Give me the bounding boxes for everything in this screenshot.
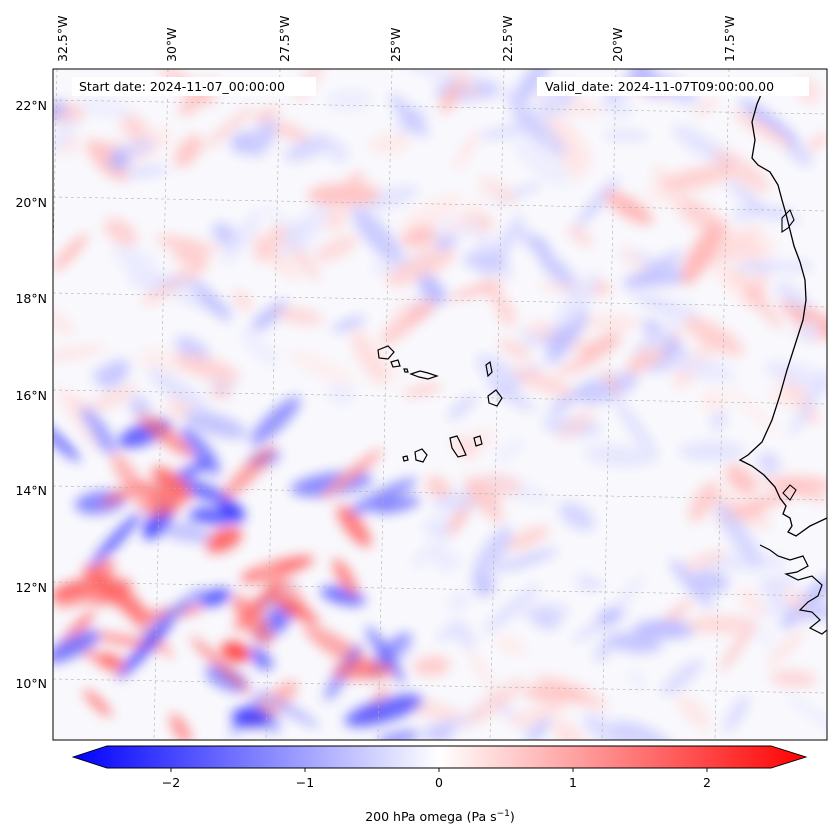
colorbar-tick-label: 2 [703, 775, 711, 790]
lon-label: 17.5°W [722, 16, 737, 62]
africa-coastline [738, 79, 827, 537]
island-fogo [414, 448, 428, 463]
island-santa-luzia [403, 368, 409, 373]
colorbar-title: 200 hPa omega (Pa s−1) [365, 809, 515, 824]
island-sal [485, 360, 493, 378]
island-brava [402, 455, 409, 462]
colorbar-tick-label: 1 [569, 775, 577, 790]
lon-label: 30°W [164, 27, 179, 62]
africa-coastline-south [759, 544, 827, 635]
colorbar-tick-label: −1 [296, 775, 314, 790]
colorbar-tick-label: −2 [162, 775, 180, 790]
lon-label: 32.5°W [55, 16, 70, 62]
lat-label: 12°N [15, 580, 47, 595]
africa-inlet-2 [782, 484, 797, 501]
africa-inlet [781, 209, 795, 234]
lon-label: 27.5°W [277, 16, 292, 62]
island-santiago [449, 435, 467, 458]
valid-date-label: Valid_date: 2024-11-07T09:00:00.00 [545, 79, 774, 94]
cape-verde-islands [377, 345, 503, 463]
latitude-labels: 22°N 20°N 18°N 16°N 14°N 12°N 10°N [15, 98, 47, 691]
island-maio [473, 435, 483, 447]
colorbar: −2 −1 0 1 2 200 hPa omega (Pa s−1) [71, 745, 808, 824]
lat-label: 10°N [15, 676, 47, 691]
map-area: Start date: 2024-11-07_00:00:00 Valid_da… [53, 69, 827, 740]
colorbar-ticks [170, 768, 708, 772]
island-santo-antao [377, 345, 395, 360]
omega-field [53, 69, 827, 740]
map-gridlines [53, 69, 827, 740]
lat-label: 18°N [15, 291, 47, 306]
start-date-label: Start date: 2024-11-07_00:00:00 [79, 79, 285, 94]
colorbar-tick-label: 0 [435, 775, 443, 790]
colorbar-body [71, 745, 808, 769]
longitude-labels: 32.5°W 30°W 27.5°W 25°W 22.5°W 20°W 17.5… [55, 16, 737, 62]
lon-label: 20°W [610, 27, 625, 62]
lon-label: 25°W [388, 27, 403, 62]
lat-label: 14°N [15, 483, 47, 498]
lon-label: 22.5°W [500, 16, 515, 62]
lat-label: 20°N [15, 195, 47, 210]
map-border [52, 68, 828, 741]
lat-label: 16°N [15, 388, 47, 403]
island-sao-vicente [390, 359, 401, 368]
island-sao-nicolau [409, 370, 439, 380]
lat-label: 22°N [15, 98, 47, 113]
island-boa-vista [487, 389, 503, 407]
